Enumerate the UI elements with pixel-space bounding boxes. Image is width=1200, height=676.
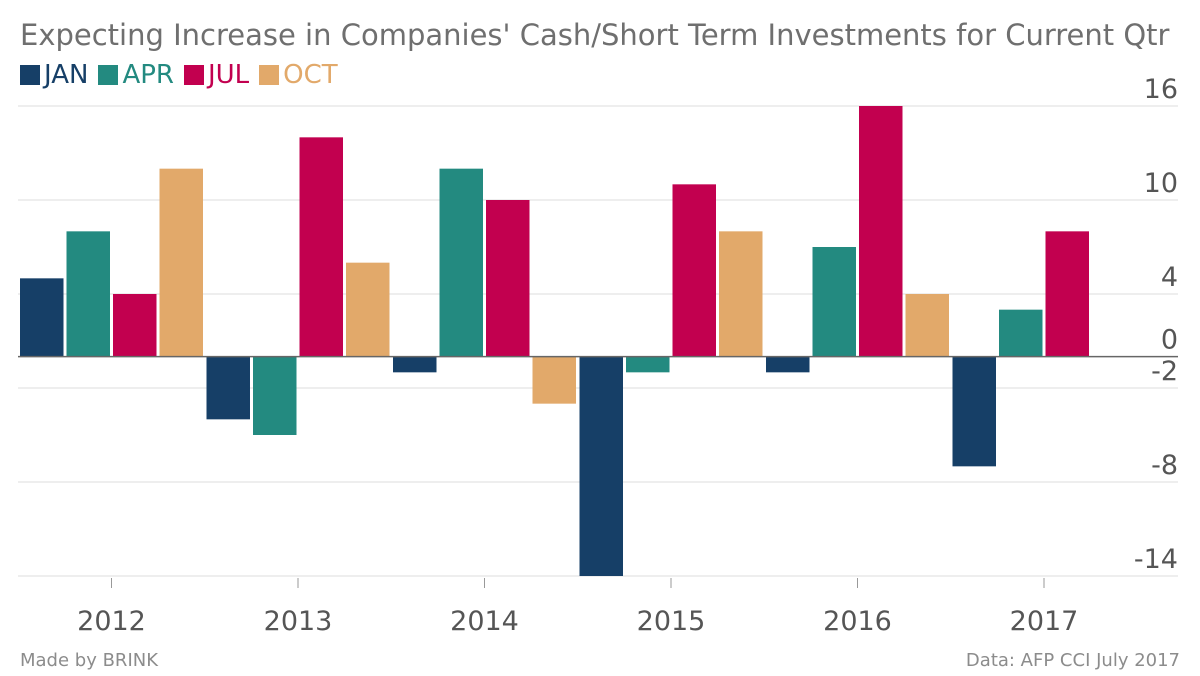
footer-source: Data: AFP CCI July 2017: [965, 650, 1180, 671]
legend-label-apr: APR: [122, 60, 174, 90]
bar-oct-2012: [159, 168, 203, 357]
bar-jan-2012: [20, 278, 64, 357]
y-tick-label: -2: [1151, 356, 1178, 387]
bar-oct-2016: [905, 294, 949, 357]
y-tick-label: 16: [1144, 74, 1178, 105]
bar-oct-2013: [346, 262, 390, 357]
bar-apr-2017: [999, 309, 1043, 357]
bar-jan-2013: [206, 356, 250, 420]
bar-oct-2014: [532, 356, 576, 404]
y-tick-label: 10: [1144, 168, 1178, 199]
legend-item-jan: JAN: [20, 61, 88, 89]
bar-oct-2015: [719, 231, 763, 357]
bar-apr-2015: [626, 356, 670, 373]
legend-item-apr: APR: [98, 61, 174, 89]
x-tick-label: 2012: [77, 606, 146, 637]
x-tick-label: 2014: [450, 606, 519, 637]
bar-jul-2017: [1045, 231, 1089, 357]
legend-item-oct: OCT: [259, 61, 338, 89]
bar-jan-2014: [393, 356, 437, 373]
y-tick-label: 0: [1161, 325, 1178, 356]
bar-apr-2014: [439, 168, 483, 357]
legend-item-jul: JUL: [183, 60, 250, 90]
y-tick-label: -8: [1151, 450, 1178, 481]
chart-title: Expecting Increase in Companies' Cash/Sh…: [20, 18, 1170, 52]
bar-jan-2016: [766, 356, 810, 373]
legend: JAN APR JUL OCT: [20, 60, 348, 90]
x-tick-label: 2016: [823, 606, 892, 637]
bar-apr-2013: [253, 356, 297, 435]
bar-apr-2012: [66, 231, 110, 357]
bar-jul-2013: [299, 137, 343, 357]
bar-jul-2015: [672, 184, 716, 357]
legend-label-oct: OCT: [283, 60, 338, 90]
y-tick-label: -14: [1134, 544, 1178, 575]
bar-jul-2012: [113, 294, 157, 357]
bar-jul-2016: [859, 106, 903, 357]
y-tick-label: 4: [1161, 262, 1178, 293]
legend-swatch-oct: [259, 65, 280, 85]
bar-jul-2014: [486, 200, 530, 357]
legend-label-jan: JAN: [44, 60, 89, 90]
bar-jan-2015: [579, 356, 623, 576]
legend-swatch-jul: [183, 65, 204, 85]
legend-label-jul: JUL: [207, 60, 250, 90]
legend-swatch-apr: [98, 65, 119, 85]
bar-jan-2017: [952, 356, 996, 467]
x-tick-label: 2015: [637, 606, 706, 637]
bar-apr-2016: [812, 247, 856, 357]
legend-swatch-jan: [20, 65, 40, 85]
footer-credit: Made by BRINK: [20, 650, 159, 671]
x-tick-label: 2017: [1010, 606, 1079, 637]
x-tick-label: 2013: [264, 606, 333, 637]
